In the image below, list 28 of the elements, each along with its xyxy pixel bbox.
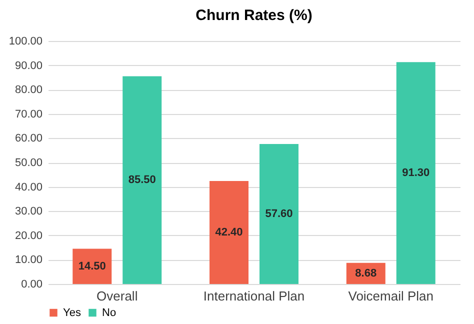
bar xyxy=(260,144,298,284)
bar xyxy=(210,180,248,284)
data-label: 14.50 xyxy=(78,260,106,272)
y-tick-label: 80.00 xyxy=(14,84,42,96)
data-label: 42.40 xyxy=(215,226,243,238)
bar xyxy=(396,62,436,284)
bar xyxy=(72,248,112,284)
y-tick-label: 90.00 xyxy=(14,60,42,72)
y-tick-label: 60.00 xyxy=(14,132,42,145)
x-tick-label: Overall xyxy=(96,288,138,304)
chart-title: Churn Rates (%) xyxy=(196,7,312,24)
data-label: 91.30 xyxy=(402,167,430,180)
legend-label: Yes xyxy=(63,306,82,319)
data-label: 8.68 xyxy=(355,267,377,280)
y-tick-label: 40.00 xyxy=(14,181,42,194)
legend-label: No xyxy=(102,306,116,319)
y-tick-label: 10.00 xyxy=(14,254,42,266)
data-label: 85.50 xyxy=(128,174,156,186)
y-tick-label: 70.00 xyxy=(14,108,42,120)
y-tick-label: 30.00 xyxy=(14,206,42,218)
y-tick-label: 100.00 xyxy=(8,36,42,48)
y-tick-label: 0.00 xyxy=(21,278,42,290)
data-label: 57.60 xyxy=(265,208,293,220)
y-tick-label: 50.00 xyxy=(14,157,42,169)
x-tick-label: International Plan xyxy=(203,288,305,304)
bar xyxy=(122,76,162,284)
x-tick-label: Voicemail Plan xyxy=(348,288,434,304)
y-tick-label: 20.00 xyxy=(14,230,42,242)
